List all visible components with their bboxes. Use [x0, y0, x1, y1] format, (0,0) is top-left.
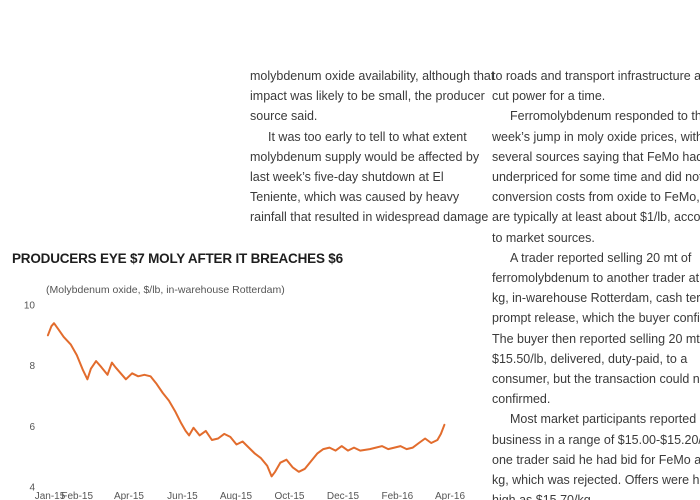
x-tick-label: Apr-15: [114, 491, 144, 500]
article-line: It was too early to tell to what extent: [268, 129, 467, 144]
article-line: to roads and transport infrastructure an…: [492, 69, 700, 83]
x-tick-label: Feb-15: [61, 491, 93, 500]
x-tick-label: Apr-16: [435, 491, 465, 500]
y-tick-label: 10: [24, 301, 36, 312]
article-line: kg, which was rejected. Offers were hear…: [492, 473, 700, 488]
article-line: ferromolybdenum to another trader at $15…: [492, 271, 700, 286]
article-line: are typically at least about $1/lb, acco…: [492, 210, 700, 225]
article-line: rainfall that resulted in widespread dam…: [250, 210, 489, 225]
article-line: A trader reported selling 20 mt of: [510, 250, 692, 265]
article-line: one trader said he had bid for FeMo at $…: [492, 452, 700, 467]
article-line: last week’s five-day shutdown at El: [250, 170, 444, 185]
article-line: cut power for a time.: [492, 89, 606, 104]
article-line: underpriced for some time and did not co…: [492, 170, 700, 185]
x-tick-label: Feb-16: [382, 491, 414, 500]
article-line: molybdenum supply would be affected by: [250, 149, 480, 164]
article-line: kg, in-warehouse Rotterdam, cash terms,: [492, 291, 700, 306]
article-line: consumer, but the transaction could not …: [492, 372, 700, 387]
article-line: The buyer then reported selling 20 mt at: [492, 331, 700, 346]
x-tick-label: Oct-15: [274, 491, 304, 500]
article-line: molybdenum oxide availability, although …: [250, 69, 495, 83]
chart-subtitle: (Molybdenum oxide, $/lb, in-warehouse Ro…: [46, 284, 285, 296]
article-line: to market sources.: [492, 230, 595, 245]
article-line: Teniente, which was caused by heavy: [250, 190, 460, 205]
article-line: confirmed.: [492, 392, 551, 407]
y-tick-label: 6: [29, 422, 35, 433]
y-tick-label: 8: [29, 361, 35, 372]
x-tick-label: Jun-15: [167, 491, 198, 500]
article-line: Ferromolybdenum responded to this: [510, 109, 700, 124]
article-line: high as $15.70/kg: [492, 490, 700, 500]
article-line: prompt release, which the buyer confirme…: [492, 311, 700, 326]
x-tick-label: Jan-15: [35, 491, 66, 500]
article-column-right: to roads and transport infrastructure an…: [492, 66, 700, 500]
article-line: business in a range of $15.00-$15.20/kg,…: [492, 432, 700, 447]
price-series-line: [46, 322, 446, 478]
article-column-middle: molybdenum oxide availability, although …: [250, 66, 495, 228]
article-line: Most market participants reported: [510, 412, 697, 427]
article-line: several sources saying that FeMo had bee…: [492, 149, 700, 164]
chart-title: PRODUCERS EYE $7 MOLY AFTER IT BREACHES …: [12, 251, 343, 266]
y-tick-label: 4: [29, 483, 35, 494]
article-line: week’s jump in moly oxide prices, with: [492, 129, 700, 144]
article-line: conversion costs from oxide to FeMo, whi…: [492, 190, 700, 205]
article-line: impact was likely to be small, the produ…: [250, 89, 485, 104]
x-tick-label: Dec-15: [327, 491, 360, 500]
article-line: $15.50/lb, delivered, duty-paid, to a: [492, 351, 688, 366]
article-line: source said.: [250, 109, 318, 124]
x-tick-label: Aug-15: [220, 491, 253, 500]
